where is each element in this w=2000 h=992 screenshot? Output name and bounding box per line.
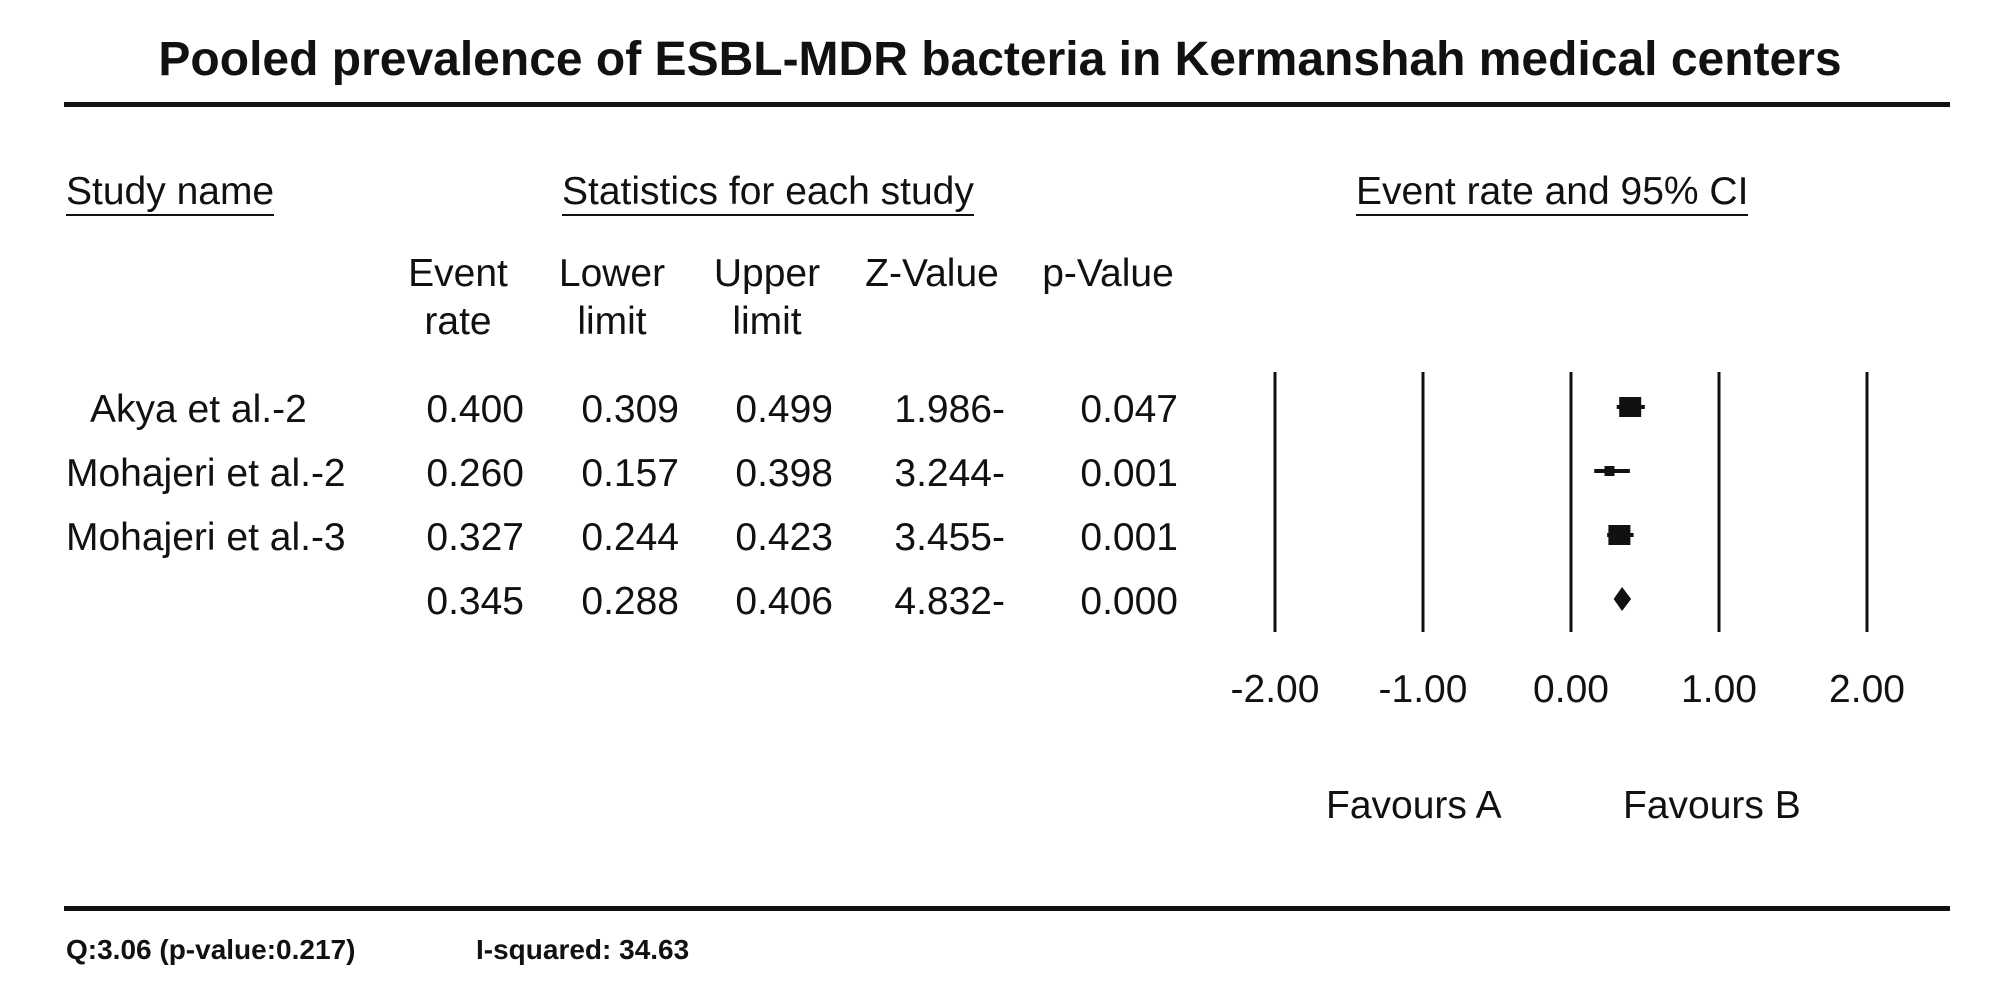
pooled-diamond [1613, 587, 1632, 611]
plot-header: Event rate and 95% CI [1356, 172, 1749, 216]
lower-limit-cell: 0.244 [581, 516, 679, 559]
col-header-line: Event [408, 252, 508, 295]
upper-limit-cell: 0.406 [735, 580, 833, 623]
col-lower-limit-header: Lower limit [544, 250, 680, 346]
study-name-header: Study name [66, 172, 275, 216]
study-estimate-square [1604, 466, 1615, 476]
col-header-line: limit [732, 300, 802, 343]
x-tick-label: -1.00 [1378, 668, 1468, 711]
col-header-line: p-Value [1042, 252, 1174, 295]
col-event-rate-header: Event rate [390, 250, 526, 346]
z-value-cell: 3.244- [894, 452, 1005, 495]
x-tick-label: 0.00 [1533, 668, 1609, 711]
p-value-cell: 0.001 [1080, 452, 1178, 495]
col-header-line: Z-Value [865, 252, 999, 295]
lower-limit-cell: 0.288 [581, 580, 679, 623]
study-estimate-square [1619, 397, 1642, 417]
heterogeneity-i-squared: I-squared: 34.63 [476, 934, 690, 965]
x-tick-label: 2.00 [1829, 668, 1905, 711]
study-name-cell: Mohajeri et al.-2 [66, 452, 346, 495]
study-estimate-square [1608, 525, 1631, 545]
x-tick-label: 1.00 [1681, 668, 1757, 711]
lower-limit-cell: 0.309 [581, 388, 679, 431]
x-tick-label: -2.00 [1230, 668, 1320, 711]
chart-title: Pooled prevalence of ESBL-MDR bacteria i… [158, 33, 1842, 86]
event-rate-cell: 0.345 [426, 580, 524, 623]
upper-limit-cell: 0.499 [735, 388, 833, 431]
upper-limit-cell: 0.398 [735, 452, 833, 495]
event-rate-cell: 0.400 [426, 388, 524, 431]
z-value-cell: 1.986- [894, 388, 1005, 431]
footer-rule [64, 906, 1950, 911]
col-p-value-header: p-Value [1028, 250, 1188, 298]
study-name-cell: Akya et al.-2 [90, 388, 307, 431]
col-header-line: Upper [713, 252, 821, 295]
heterogeneity-q: Q:3.06 (p-value:0.217) [66, 934, 356, 965]
col-z-value-header: Z-Value [852, 250, 1012, 298]
z-value-cell: 3.455- [894, 516, 1005, 559]
col-upper-limit-header: Upper limit [699, 250, 835, 346]
statistics-header: Statistics for each study [562, 172, 974, 216]
favours-a-label: Favours A [1326, 784, 1502, 827]
study-name-cell: Mohajeri et al.-3 [66, 516, 346, 559]
favours-b-label: Favours B [1623, 784, 1801, 827]
event-rate-cell: 0.327 [426, 516, 524, 559]
col-header-line: Lower [558, 252, 666, 295]
forest-plot [1273, 372, 1869, 632]
lower-limit-cell: 0.157 [581, 452, 679, 495]
p-value-cell: 0.000 [1080, 580, 1178, 623]
p-value-cell: 0.047 [1080, 388, 1178, 431]
event-rate-cell: 0.260 [426, 452, 524, 495]
title-rule [64, 102, 1950, 107]
z-value-cell: 4.832- [894, 580, 1005, 623]
col-header-line: limit [577, 300, 647, 343]
p-value-cell: 0.001 [1080, 516, 1178, 559]
upper-limit-cell: 0.423 [735, 516, 833, 559]
col-header-line: rate [424, 300, 492, 343]
